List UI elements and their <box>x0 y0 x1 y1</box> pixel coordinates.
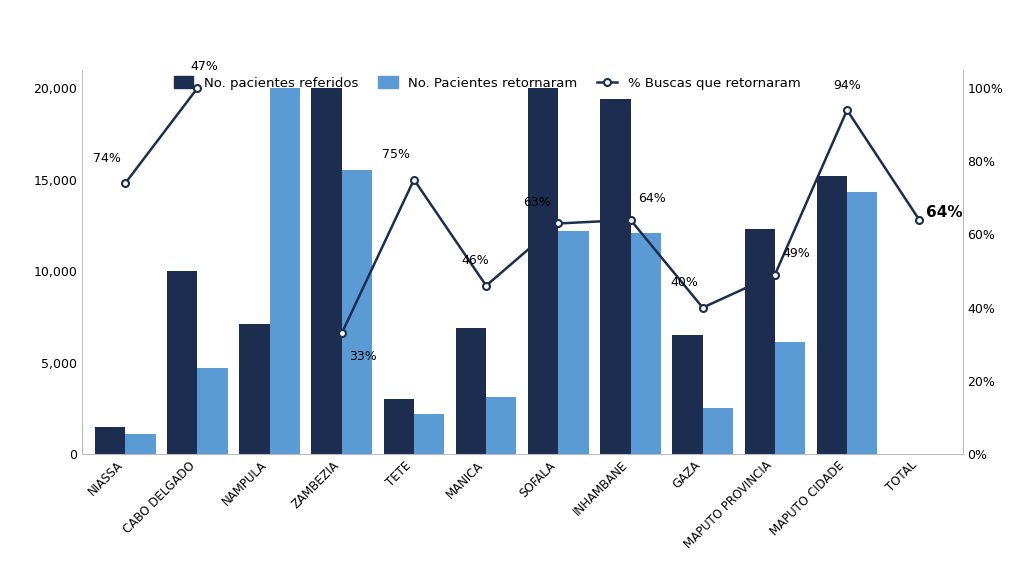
Bar <box>384 399 414 454</box>
Bar <box>240 324 269 454</box>
Bar <box>486 398 516 454</box>
Text: 40%: 40% <box>671 276 698 289</box>
Bar <box>311 88 342 454</box>
Text: 64%: 64% <box>926 205 963 220</box>
Legend: No. pacientes referidos, No. Pacientes retornaram, % Buscas que retornaram: No. pacientes referidos, No. Pacientes r… <box>173 76 801 90</box>
Bar <box>600 99 631 454</box>
Bar <box>528 88 558 454</box>
Text: 63%: 63% <box>523 196 551 209</box>
Text: 46%: 46% <box>462 254 489 267</box>
Bar <box>125 434 156 454</box>
Bar <box>414 414 444 454</box>
Bar <box>817 176 847 454</box>
Bar <box>744 229 775 454</box>
Bar <box>198 368 227 454</box>
Bar <box>673 335 702 454</box>
Bar <box>342 171 372 454</box>
Bar <box>775 342 805 454</box>
Text: 49%: 49% <box>782 247 810 260</box>
Bar <box>95 427 125 454</box>
Bar <box>847 193 878 454</box>
Text: 94%: 94% <box>834 79 861 92</box>
Text: 74%: 74% <box>93 152 121 165</box>
Bar <box>631 233 660 454</box>
Bar <box>702 408 733 454</box>
Text: 47%: 47% <box>190 61 218 73</box>
Bar <box>269 88 300 454</box>
Bar <box>456 328 486 454</box>
Bar <box>167 271 198 454</box>
Text: 33%: 33% <box>349 350 377 363</box>
Text: 75%: 75% <box>382 148 410 161</box>
Text: 64%: 64% <box>638 192 666 205</box>
Bar <box>558 231 589 454</box>
